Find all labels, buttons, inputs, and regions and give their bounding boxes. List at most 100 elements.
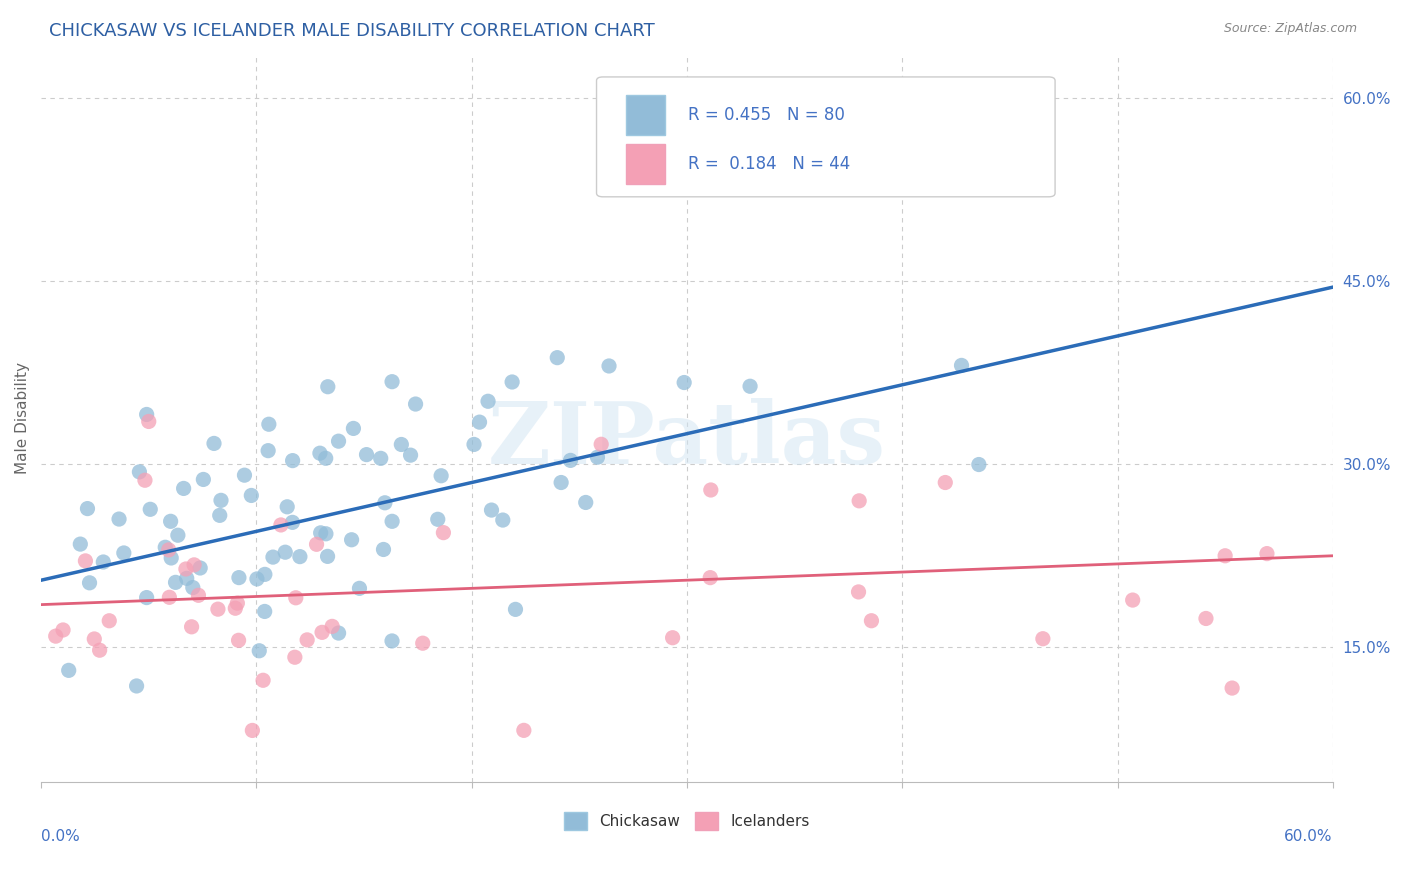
Point [76, 501, 98, 516]
Point [1213, 549, 1236, 563]
Point [342, 421, 364, 435]
Point [468, 415, 491, 429]
Point [1220, 681, 1243, 695]
Point [224, 601, 246, 615]
Point [108, 512, 131, 526]
Point [1195, 611, 1218, 625]
Point [316, 380, 339, 394]
Text: R = 0.455   N = 80: R = 0.455 N = 80 [688, 106, 845, 125]
Point [45, 629, 67, 643]
Text: ZIPatlas: ZIPatlas [488, 398, 886, 483]
Point [389, 437, 412, 451]
Point [228, 633, 250, 648]
Point [586, 450, 609, 465]
Point [1032, 632, 1054, 646]
Point [240, 723, 263, 738]
Text: CHICKASAW VS ICELANDER MALE DISABILITY CORRELATION CHART: CHICKASAW VS ICELANDER MALE DISABILITY C… [49, 22, 655, 40]
Point [463, 437, 485, 451]
Legend: Chickasaw, Icelanders: Chickasaw, Icelanders [558, 806, 815, 836]
Point [546, 351, 568, 365]
Point [381, 634, 404, 648]
Point [848, 493, 870, 508]
Point [356, 448, 378, 462]
Point [673, 376, 696, 390]
Point [591, 437, 613, 451]
Point [309, 446, 332, 460]
Point [226, 596, 249, 610]
Y-axis label: Male Disability: Male Disability [15, 362, 30, 475]
Point [165, 575, 187, 590]
Point [412, 636, 434, 650]
Point [950, 359, 973, 373]
Point [967, 458, 990, 472]
Point [176, 571, 198, 585]
Point [155, 541, 177, 555]
Point [370, 451, 392, 466]
Point [253, 567, 276, 582]
Point [284, 650, 307, 665]
Point [316, 549, 339, 564]
Point [349, 582, 371, 596]
FancyBboxPatch shape [626, 95, 665, 136]
Point [233, 468, 256, 483]
Point [405, 397, 427, 411]
Point [373, 542, 395, 557]
Point [700, 483, 723, 497]
Point [481, 503, 503, 517]
Point [505, 602, 527, 616]
Point [1256, 547, 1278, 561]
Point [134, 473, 156, 487]
Point [661, 631, 683, 645]
Point [58, 664, 80, 678]
Point [188, 561, 211, 575]
Point [79, 575, 101, 590]
Point [284, 591, 307, 605]
Point [598, 359, 620, 373]
Point [432, 525, 454, 540]
Point [98, 614, 121, 628]
Point [157, 542, 180, 557]
Point [52, 623, 75, 637]
Point [477, 394, 499, 409]
Point [160, 551, 183, 566]
Point [399, 448, 422, 462]
Point [181, 581, 204, 595]
Point [209, 493, 232, 508]
Point [426, 512, 449, 526]
Point [125, 679, 148, 693]
Point [246, 572, 269, 586]
Point [257, 443, 280, 458]
Point [381, 514, 404, 528]
Point [381, 375, 404, 389]
Text: Source: ZipAtlas.com: Source: ZipAtlas.com [1223, 22, 1357, 36]
Point [274, 545, 297, 559]
Point [560, 453, 582, 467]
Point [1122, 593, 1144, 607]
Point [247, 644, 270, 658]
Point [202, 436, 225, 450]
Point [699, 571, 721, 585]
Point [492, 513, 515, 527]
Point [340, 533, 363, 547]
Point [575, 495, 598, 509]
Point [253, 604, 276, 618]
Point [240, 488, 263, 502]
Point [262, 550, 284, 565]
Point [207, 602, 229, 616]
Point [374, 496, 396, 510]
Text: 0.0%: 0.0% [41, 829, 80, 844]
Point [311, 625, 333, 640]
Point [328, 434, 350, 449]
Point [276, 500, 298, 514]
Point [315, 451, 337, 466]
Point [860, 614, 883, 628]
Point [208, 508, 231, 523]
Point [513, 723, 536, 738]
Point [305, 537, 328, 551]
Text: 60.0%: 60.0% [1284, 829, 1333, 844]
Point [738, 379, 761, 393]
Point [257, 417, 280, 432]
Point [91, 555, 114, 569]
Point [183, 558, 205, 572]
FancyBboxPatch shape [596, 77, 1054, 197]
